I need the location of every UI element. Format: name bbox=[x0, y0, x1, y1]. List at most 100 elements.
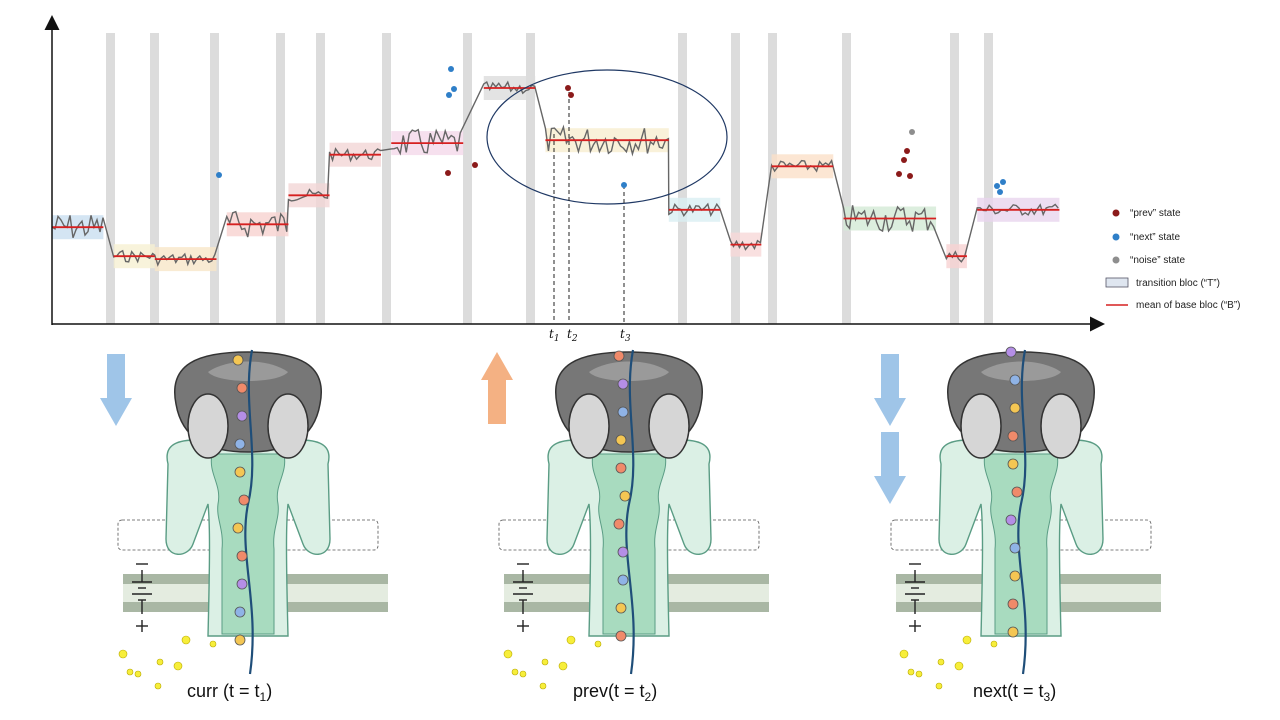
ion-dot bbox=[173, 661, 183, 671]
nucleotide-bead bbox=[1005, 514, 1017, 526]
prev-state-dot bbox=[901, 157, 907, 163]
signal-chart: t1 t2 t3 bbox=[44, 15, 1105, 344]
transition-band bbox=[210, 33, 219, 324]
prev-state-dot bbox=[896, 171, 902, 177]
nucleotide-bead bbox=[234, 466, 246, 478]
caption-curr: curr (t = t1) bbox=[187, 681, 272, 704]
legend-prev-dot bbox=[1112, 209, 1120, 217]
nucleotide-bead bbox=[232, 522, 244, 534]
ion-dot bbox=[541, 658, 549, 666]
ion-dot bbox=[594, 640, 602, 648]
nucleotide-bead bbox=[1007, 626, 1019, 638]
transition-band bbox=[150, 33, 159, 324]
transition-band bbox=[382, 33, 391, 324]
direction-arrows bbox=[100, 352, 906, 504]
nucleotide-bead bbox=[615, 462, 627, 474]
arrow-down-icon bbox=[874, 354, 906, 426]
prev-state-dot bbox=[472, 162, 478, 168]
transition-band bbox=[768, 33, 777, 324]
prev-state-dot bbox=[568, 92, 574, 98]
base-bloc-means bbox=[52, 87, 1060, 261]
nucleotide-bead bbox=[236, 550, 248, 562]
next-state-dot bbox=[446, 92, 452, 98]
dna-strand bbox=[625, 349, 635, 675]
legend-next-dot bbox=[1112, 233, 1120, 241]
legend-transition-swatch bbox=[1105, 277, 1129, 288]
current-signal-trace bbox=[51, 80, 1059, 267]
nucleotide-bead bbox=[615, 602, 627, 614]
ion-dot bbox=[126, 668, 134, 676]
arrow-down-icon bbox=[100, 354, 132, 426]
legend-prev-label: “prev” state bbox=[1130, 208, 1181, 219]
prev-state-dot bbox=[565, 85, 571, 91]
ion-dot bbox=[558, 661, 568, 671]
nucleotide-bead bbox=[613, 350, 625, 362]
ion-dot bbox=[503, 649, 513, 659]
transition-bands bbox=[106, 33, 993, 324]
nucleotide-bead bbox=[236, 410, 248, 422]
transition-band bbox=[842, 33, 851, 324]
ion-dot bbox=[915, 670, 923, 678]
ion-dot bbox=[899, 649, 909, 659]
transition-band bbox=[106, 33, 115, 324]
ion-dot bbox=[907, 668, 915, 676]
nucleotide-bead bbox=[232, 354, 244, 366]
nucleotide-bead bbox=[617, 574, 629, 586]
prev-state-dot bbox=[904, 148, 910, 154]
t2-label: t2 bbox=[567, 327, 578, 344]
legend-transition-label: transition bloc (“T”) bbox=[1136, 278, 1220, 289]
next-state-dot bbox=[448, 66, 454, 72]
next-state-dot bbox=[1000, 179, 1006, 185]
nanopore bbox=[890, 346, 1161, 690]
nucleotide-bead bbox=[617, 546, 629, 558]
transition-band bbox=[526, 33, 535, 324]
transition-band bbox=[731, 33, 740, 324]
ion-dot bbox=[539, 682, 547, 690]
ion-dot bbox=[156, 658, 164, 666]
transition-band bbox=[984, 33, 993, 324]
nucleotide-bead bbox=[1011, 486, 1023, 498]
dna-strand bbox=[1017, 349, 1027, 675]
nucleotide-bead bbox=[234, 438, 246, 450]
state-markers bbox=[216, 66, 1006, 195]
ion-dot bbox=[937, 658, 945, 666]
ion-dot bbox=[118, 649, 128, 659]
nucleotide-bead bbox=[613, 518, 625, 530]
nucleotide-bead bbox=[1007, 598, 1019, 610]
next-state-dot bbox=[994, 183, 1000, 189]
nanopore bbox=[498, 349, 769, 690]
arrow-up-icon bbox=[481, 352, 513, 424]
nucleotide-bead bbox=[236, 578, 248, 590]
nucleotide-bead bbox=[1009, 374, 1021, 386]
nucleotide-bead bbox=[1009, 570, 1021, 582]
transition-band bbox=[950, 33, 959, 324]
legend: “prev” state “next” state “noise” state … bbox=[1105, 208, 1241, 311]
prev-state-dot bbox=[445, 170, 451, 176]
nucleotide-bead bbox=[1009, 542, 1021, 554]
focus-ellipse bbox=[486, 69, 728, 205]
transition-band bbox=[276, 33, 285, 324]
ion-dot bbox=[154, 682, 162, 690]
nucleotide-bead bbox=[1007, 430, 1019, 442]
nanopore-illustrations bbox=[117, 346, 1161, 690]
legend-mean-label: mean of base bloc (“B”) bbox=[1136, 300, 1241, 311]
nucleotide-bead bbox=[1007, 458, 1019, 470]
next-state-dot bbox=[216, 172, 222, 178]
nucleotide-bead bbox=[1009, 402, 1021, 414]
nucleotide-bead bbox=[615, 434, 627, 446]
ion-dot bbox=[519, 670, 527, 678]
nucleotide-bead bbox=[236, 382, 248, 394]
transition-band bbox=[316, 33, 325, 324]
nucleotide-bead bbox=[617, 378, 629, 390]
ion-dot bbox=[954, 661, 964, 671]
t3-label: t3 bbox=[620, 327, 631, 344]
noise-state-dot bbox=[909, 129, 915, 135]
nucleotide-bead bbox=[619, 490, 631, 502]
ion-dot bbox=[134, 670, 142, 678]
nucleotide-bead bbox=[234, 634, 246, 646]
ion-dot bbox=[566, 635, 576, 645]
nucleotide-bead bbox=[238, 494, 250, 506]
dna-strand bbox=[244, 349, 254, 675]
ion-dot bbox=[935, 682, 943, 690]
